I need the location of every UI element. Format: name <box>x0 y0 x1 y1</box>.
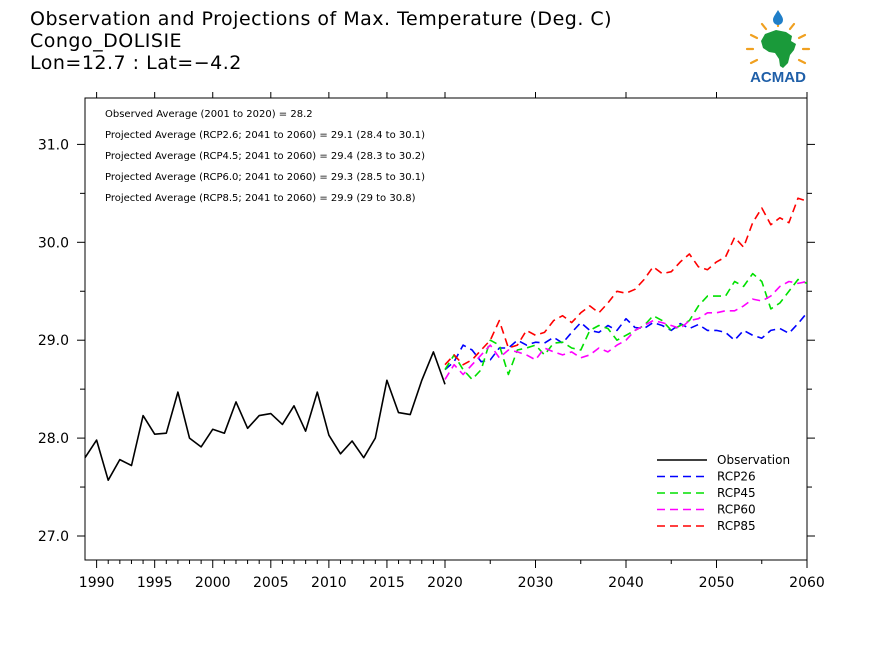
x-tick-label: 2010 <box>311 575 347 591</box>
series-lines <box>84 197 808 482</box>
plot-border <box>84 97 808 561</box>
x-tick-label: 2050 <box>699 575 735 591</box>
y-tick-label: 29.0 <box>38 333 69 349</box>
x-tick-label: 2020 <box>427 575 463 591</box>
legend-label-rcp85: RCP85 <box>717 519 756 533</box>
x-tick-label: 1990 <box>79 575 115 591</box>
legend-label-rcp45: RCP45 <box>717 486 756 500</box>
series-line-rcp85 <box>444 197 808 366</box>
location-name: Congo_DOLISIE <box>30 30 183 52</box>
series-line-rcp45 <box>444 272 808 381</box>
x-tick-label: 2030 <box>518 575 554 591</box>
y-axis-labels: 27.0 28.0 29.0 30.0 31.0 <box>38 137 69 545</box>
title-block: Observation and Projections of Max. Temp… <box>30 8 612 74</box>
series-line-rcp60 <box>444 280 808 380</box>
africa-map-icon: ACMAD <box>745 10 811 86</box>
annotation-line: Observed Average (2001 to 2020) = 28.2 <box>105 109 313 120</box>
annotations: Observed Average (2001 to 2020) = 28.2 Pr… <box>105 109 425 204</box>
series-line-observation <box>84 351 446 482</box>
x-tick-label: 2000 <box>195 575 231 591</box>
y-tick-label: 30.0 <box>38 235 69 251</box>
x-tick-label: 2005 <box>253 575 289 591</box>
location-coords: Lon=12.7 : Lat=−4.2 <box>30 52 242 74</box>
acmad-logo: ACMAD <box>738 8 818 86</box>
x-tick-label: 1995 <box>137 575 173 591</box>
annotation-line: Projected Average (RCP2.6; 2041 to 2060)… <box>105 130 425 141</box>
annotation-line: Projected Average (RCP4.5; 2041 to 2060)… <box>105 151 425 162</box>
x-tick-label: 2040 <box>608 575 644 591</box>
annotation-line: Projected Average (RCP6.0; 2041 to 2060)… <box>105 172 425 183</box>
x-tick-label: 2060 <box>789 575 825 591</box>
series-line-rcp26 <box>444 312 808 371</box>
y-tick-label: 28.0 <box>38 431 69 447</box>
legend: Observation RCP26 RCP45 RCP60 RCP85 <box>657 453 790 533</box>
axis-ticks <box>77 92 815 568</box>
plot-frame <box>84 97 808 561</box>
y-tick-label: 31.0 <box>38 137 69 153</box>
chart-title: Observation and Projections of Max. Temp… <box>30 8 613 30</box>
x-axis-labels: 1990 1995 2000 2005 2010 2015 2020 2030 2040 2050… <box>79 575 825 591</box>
annotation-line: Projected Average (RCP8.5; 2041 to 2060)… <box>105 193 416 204</box>
legend-label-rcp26: RCP26 <box>717 470 756 484</box>
logo-text: ACMAD <box>750 69 806 86</box>
x-tick-label: 2015 <box>369 575 405 591</box>
legend-label-rcp60: RCP60 <box>717 503 756 517</box>
y-tick-label: 27.0 <box>38 529 69 545</box>
legend-label-observation: Observation <box>717 453 790 467</box>
